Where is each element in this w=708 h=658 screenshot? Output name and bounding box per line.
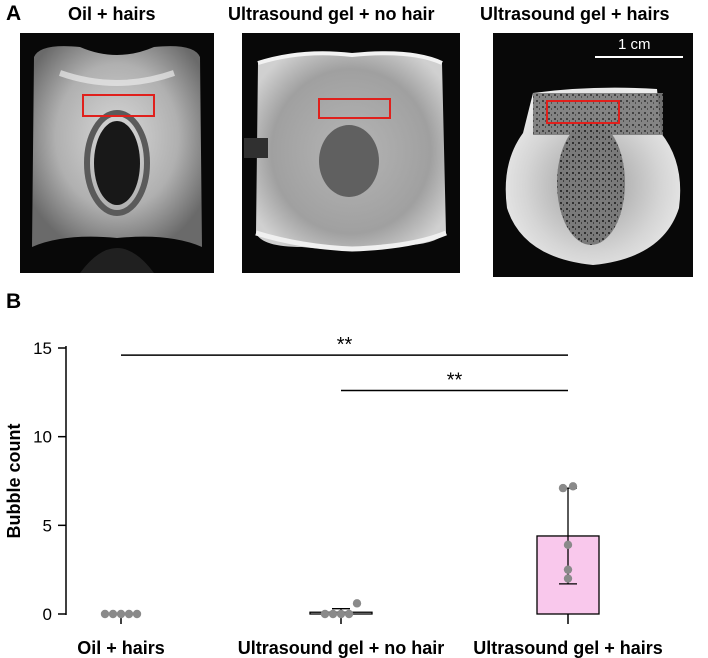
mri-image-gel-no-hair — [242, 33, 460, 273]
panel-b-letter: B — [6, 290, 22, 313]
image-title-gel-no-hair: Ultrasound gel + no hair — [228, 4, 435, 24]
mri-image-gel-hairs — [493, 33, 693, 277]
x-tick-label: Oil + hairs — [77, 638, 165, 658]
y-tick-label: 5 — [43, 516, 52, 535]
panel-a-letter: A — [6, 2, 22, 25]
roi-box-gel-hairs — [546, 100, 620, 124]
image-title-gel-hairs: Ultrasound gel + hairs — [480, 4, 670, 24]
x-tick-label: Ultrasound gel + no hair — [238, 638, 445, 658]
data-point — [116, 609, 126, 619]
data-point — [344, 609, 354, 619]
y-axis-label: Bubble count — [4, 424, 24, 539]
data-point — [124, 609, 134, 619]
data-point — [108, 609, 118, 619]
scale-bar — [595, 56, 683, 58]
roi-box-gel-no-hair — [318, 98, 391, 119]
data-point — [328, 609, 338, 619]
data-point — [563, 574, 573, 583]
data-point — [352, 599, 362, 608]
y-tick-label: 0 — [43, 605, 52, 624]
roi-box-oil-hairs — [82, 94, 155, 117]
x-tick-label: Ultrasound gel + hairs — [473, 638, 663, 658]
image-title-oil-hairs: Oil + hairs — [68, 4, 156, 24]
data-point — [100, 609, 110, 619]
data-point — [563, 565, 573, 574]
scale-bar-label: 1 cm — [618, 36, 651, 53]
data-point — [336, 609, 346, 619]
data-point — [563, 540, 573, 550]
y-tick-label: 10 — [33, 428, 52, 447]
data-point — [568, 482, 578, 491]
data-point — [132, 609, 142, 619]
bubble-count-chart: 0 5 10 15 Bubble count Oil + hairs Ultrasound … — [4, 334, 663, 658]
data-point — [320, 609, 330, 619]
significance-label: ** — [447, 370, 463, 392]
mri-image-oil-hairs — [20, 33, 214, 273]
data-point — [558, 483, 568, 493]
significance-label: ** — [337, 334, 353, 356]
y-tick-label: 15 — [33, 339, 52, 358]
